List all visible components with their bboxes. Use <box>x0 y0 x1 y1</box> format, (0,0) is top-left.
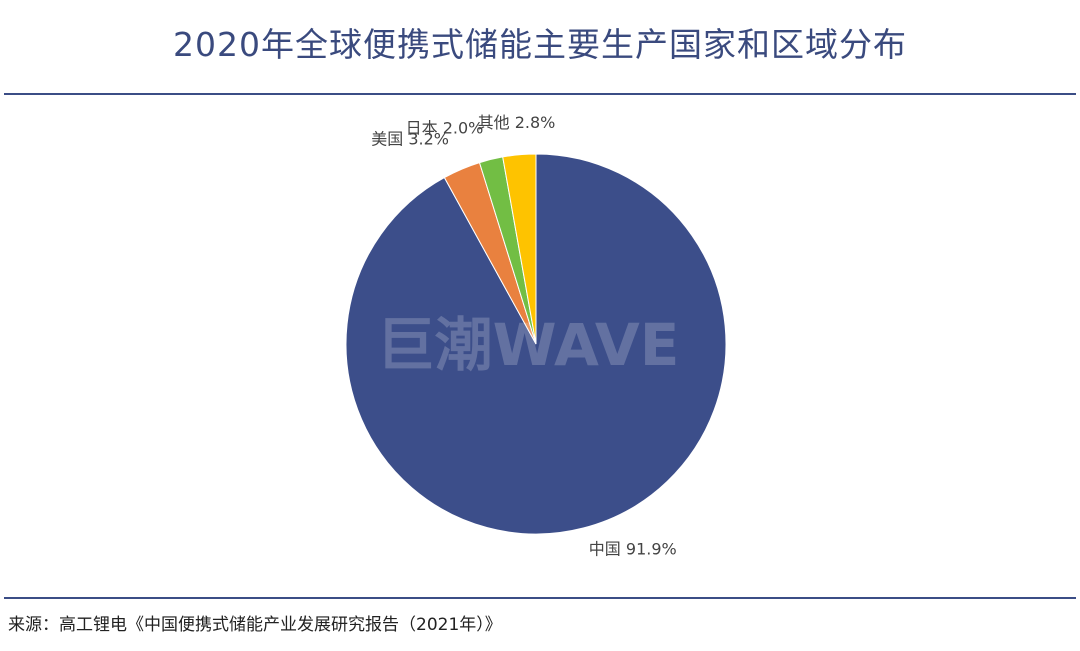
pie-slice-other <box>502 153 537 345</box>
watermark: 巨潮WAVE <box>377 311 680 379</box>
pie-label-other: 其他 2.8% <box>478 113 556 132</box>
pie-label-china: 中国 91.9% <box>589 539 677 558</box>
chart-title: 2020年全球便携式储能主要生产国家和区域分布 <box>173 25 907 64</box>
pie-slices <box>345 153 727 535</box>
pie-chart: 中国 91.9% 美国 3.2%日本 2.0%其他 2.8% 巨潮WAVE <box>345 113 727 558</box>
pie-label-japan: 日本 2.0% <box>406 118 484 137</box>
pie-label-usa: 美国 3.2% <box>371 130 449 149</box>
footer-divider <box>4 597 1076 599</box>
source-note: 来源：高工锂电《中国便携式储能产业发展研究报告（2021年）》 <box>8 615 502 635</box>
pie-labels: 中国 91.9% 美国 3.2%日本 2.0%其他 2.8% <box>371 113 676 558</box>
title-divider <box>4 93 1076 95</box>
